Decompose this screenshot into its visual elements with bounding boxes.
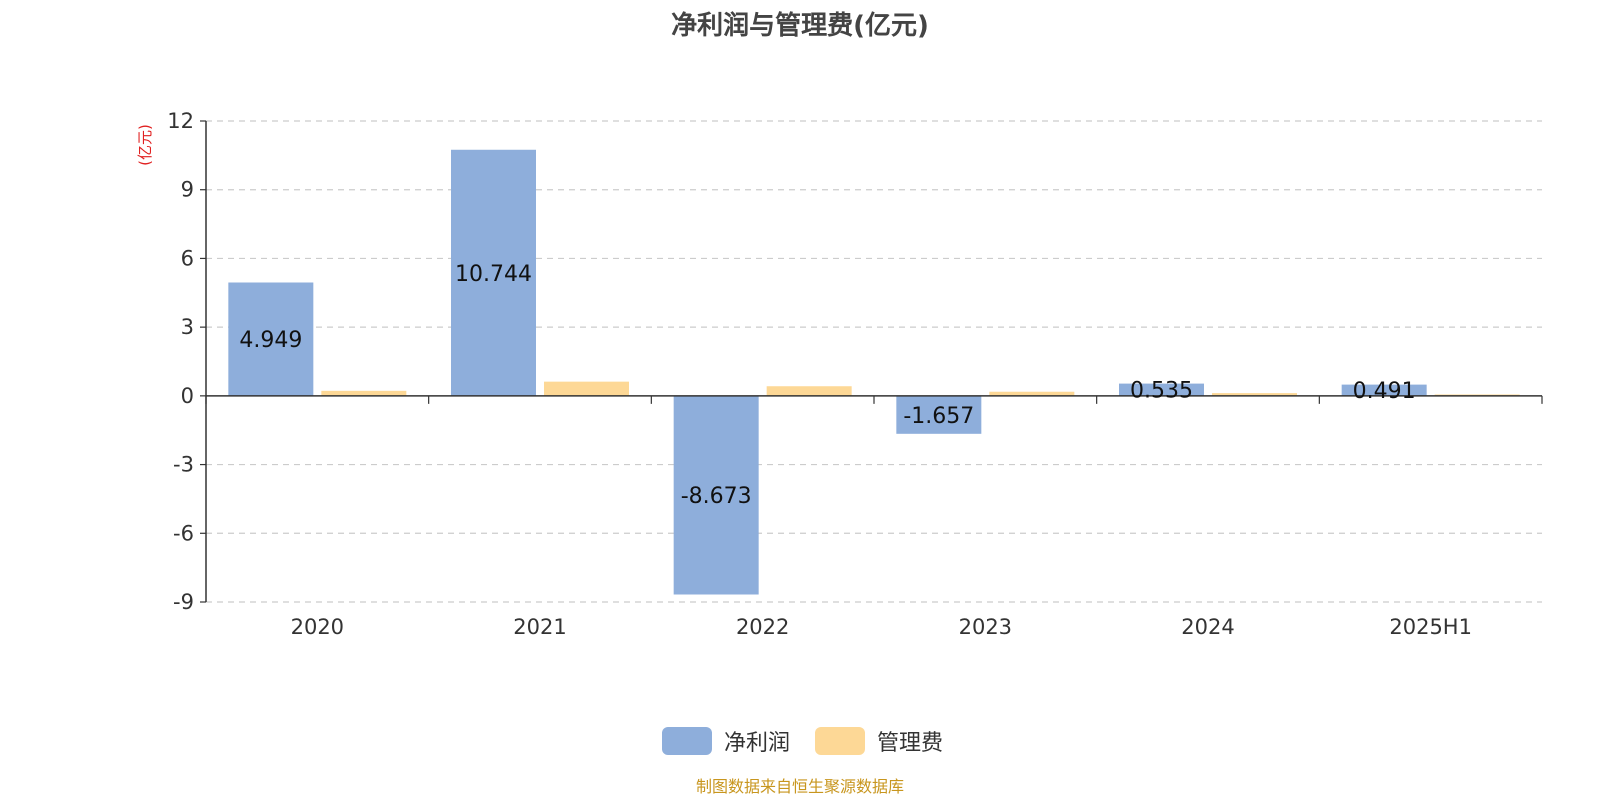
data-label: 10.744 xyxy=(455,262,532,287)
x-tick-label: 2023 xyxy=(959,615,1012,639)
source-note: 制图数据来自恒生聚源数据库 xyxy=(696,777,904,796)
data-labels: 4.949 10.744 -8.673 -1.657 0.535 0.491 xyxy=(239,262,1415,509)
bar-admin-expense-2021 xyxy=(544,381,629,396)
y-tick-label: -9 xyxy=(173,590,194,614)
data-label: -1.657 xyxy=(903,404,974,429)
y-tick-label: 12 xyxy=(167,109,194,133)
y-tick-label: -3 xyxy=(173,453,194,477)
y-tick-label: 0 xyxy=(181,384,194,408)
legend-swatch xyxy=(662,727,712,755)
axes: 12 9 6 3 0 -3 -6 -9 2020 2021 2022 2023 2024 2025H1 xyxy=(167,109,1543,639)
legend-swatch xyxy=(815,727,865,755)
y-tick-label: 6 xyxy=(181,246,194,270)
data-label: 0.535 xyxy=(1130,379,1193,404)
bar-admin-expense-2023 xyxy=(989,391,1075,396)
bar-net-profit-2023 xyxy=(896,395,982,434)
chart-title: 净利润与管理费(亿元) xyxy=(671,10,929,41)
x-tick-label: 2024 xyxy=(1181,615,1234,639)
legend-item-net-profit[interactable]: 净利润 xyxy=(662,727,790,756)
x-tick-label: 2025H1 xyxy=(1389,615,1472,639)
data-label: 0.491 xyxy=(1353,379,1416,404)
gridlines xyxy=(206,120,1542,603)
data-label: -8.673 xyxy=(681,484,752,509)
y-axis-unit-label: (亿元) xyxy=(136,124,154,166)
y-tick-label: 9 xyxy=(181,178,194,202)
x-tick-label: 2021 xyxy=(513,615,566,639)
legend[interactable]: 净利润 管理费 xyxy=(662,727,943,756)
bar-net-profit-2025H1 xyxy=(1341,384,1427,396)
legend-label: 净利润 xyxy=(724,731,790,756)
x-tick-label: 2020 xyxy=(291,615,344,639)
data-label: 4.949 xyxy=(239,328,302,353)
bar-net-profit-2020 xyxy=(228,282,314,396)
bar-admin-expense-2022 xyxy=(766,386,852,396)
legend-item-admin-expense[interactable]: 管理费 xyxy=(815,727,943,756)
bar-net-profit-2022 xyxy=(673,395,759,595)
bar-net-profit-2021 xyxy=(451,149,536,396)
bar-admin-expense-2024 xyxy=(1212,393,1297,396)
bar-net-profit-2024 xyxy=(1119,383,1204,396)
bar-admin-expense-2020 xyxy=(321,390,407,396)
y-tick-label: -6 xyxy=(173,521,194,545)
bars xyxy=(228,149,1520,595)
legend-label: 管理费 xyxy=(877,731,943,756)
y-tick-label: 3 xyxy=(181,315,194,339)
x-tick-label: 2022 xyxy=(736,615,789,639)
